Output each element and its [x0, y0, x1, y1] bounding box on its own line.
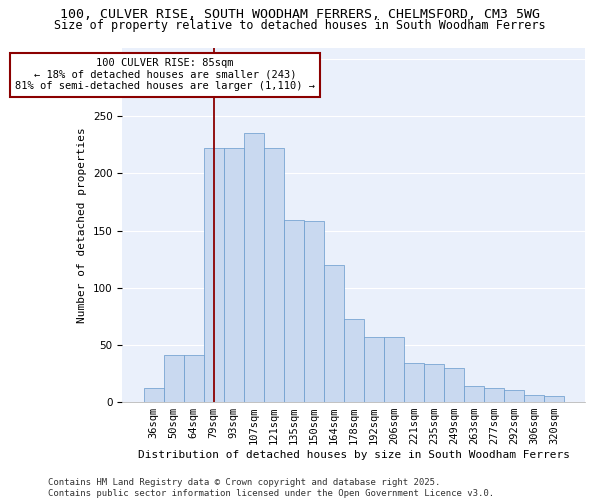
- Bar: [484, 388, 504, 402]
- Bar: [284, 220, 304, 402]
- Bar: [344, 318, 364, 402]
- Bar: [424, 364, 444, 402]
- Y-axis label: Number of detached properties: Number of detached properties: [77, 127, 88, 322]
- Bar: [384, 337, 404, 402]
- Bar: [263, 148, 284, 402]
- Bar: [524, 395, 544, 402]
- Bar: [324, 265, 344, 402]
- Bar: [444, 368, 464, 402]
- Bar: [244, 134, 263, 402]
- Text: Size of property relative to detached houses in South Woodham Ferrers: Size of property relative to detached ho…: [54, 19, 546, 32]
- Bar: [544, 396, 564, 402]
- Bar: [203, 148, 224, 402]
- Bar: [404, 363, 424, 402]
- Text: Contains HM Land Registry data © Crown copyright and database right 2025.
Contai: Contains HM Land Registry data © Crown c…: [48, 478, 494, 498]
- Bar: [304, 222, 324, 402]
- Bar: [364, 337, 384, 402]
- X-axis label: Distribution of detached houses by size in South Woodham Ferrers: Distribution of detached houses by size …: [138, 450, 570, 460]
- Bar: [143, 388, 164, 402]
- Bar: [224, 148, 244, 402]
- Text: 100, CULVER RISE, SOUTH WOODHAM FERRERS, CHELMSFORD, CM3 5WG: 100, CULVER RISE, SOUTH WOODHAM FERRERS,…: [60, 8, 540, 20]
- Text: 100 CULVER RISE: 85sqm
← 18% of detached houses are smaller (243)
81% of semi-de: 100 CULVER RISE: 85sqm ← 18% of detached…: [15, 58, 315, 92]
- Bar: [184, 355, 203, 402]
- Bar: [504, 390, 524, 402]
- Bar: [164, 355, 184, 402]
- Bar: [464, 386, 484, 402]
